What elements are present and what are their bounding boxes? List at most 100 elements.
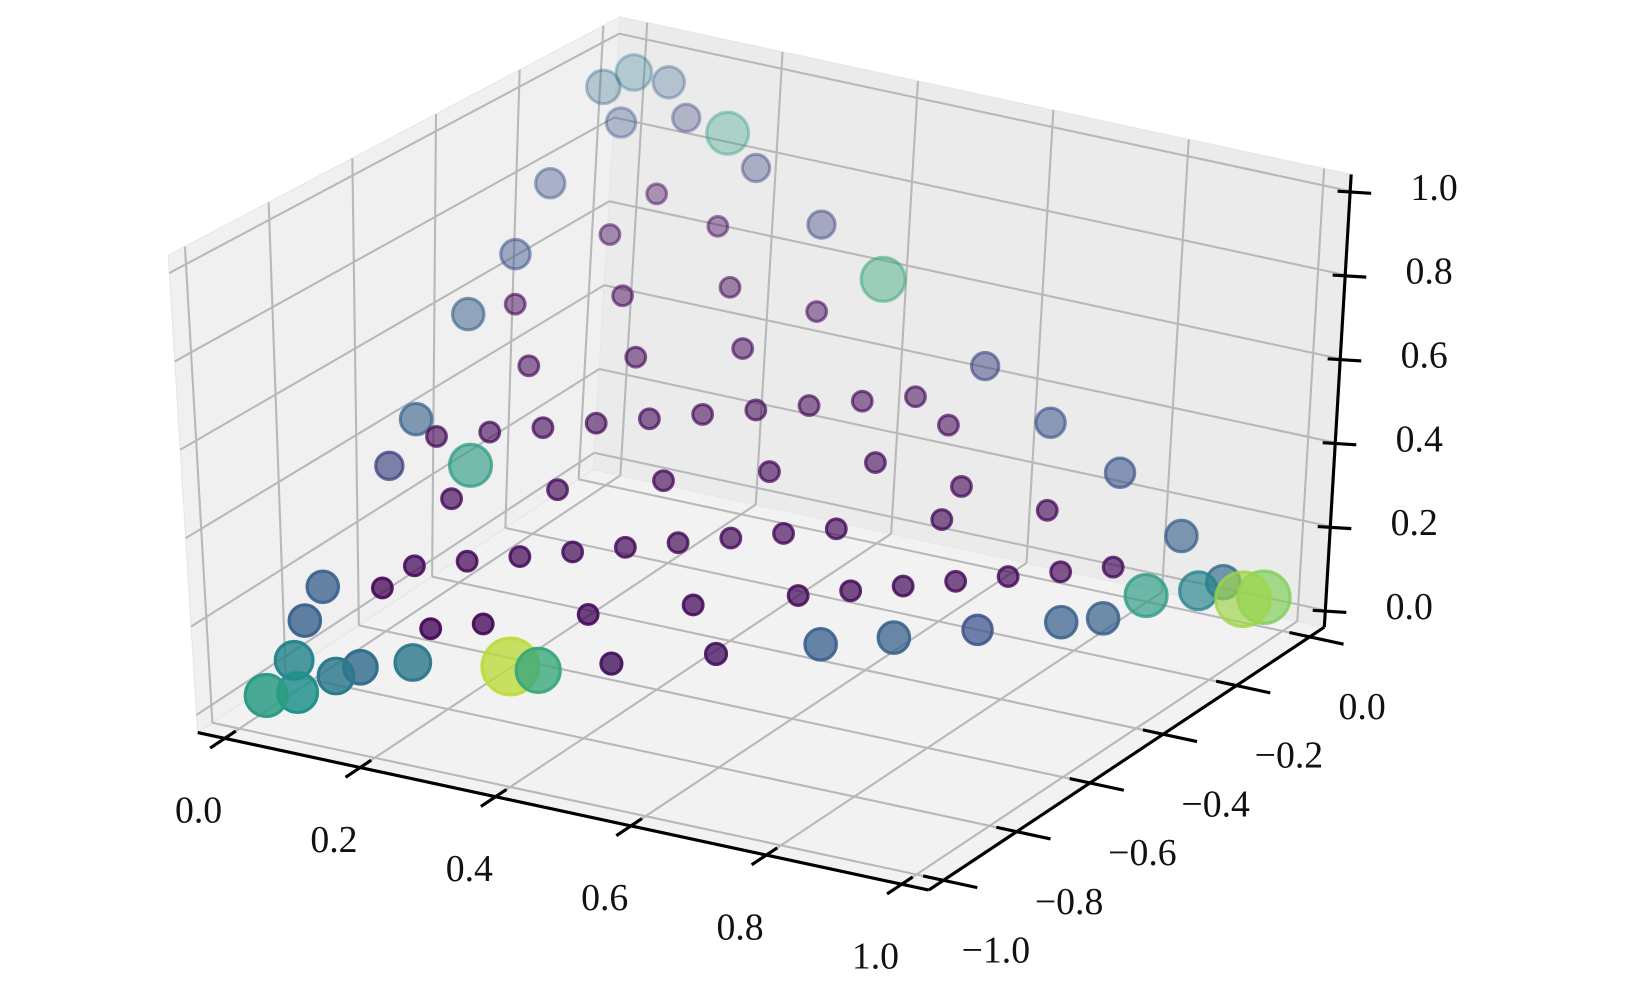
grid-line [431, 575, 1164, 736]
x-tick [615, 817, 643, 837]
z-tick-label: 0.8 [1406, 251, 1453, 293]
data-point [839, 579, 863, 603]
grid-line [1160, 139, 1190, 593]
data-point [243, 672, 289, 718]
grid-line [603, 284, 1336, 444]
points [243, 53, 1292, 718]
data-point [1034, 406, 1067, 439]
data-point [805, 300, 829, 323]
data-point [508, 545, 532, 569]
data-point [1177, 570, 1219, 612]
data-point [731, 337, 755, 360]
data-point [455, 549, 479, 573]
data-point [546, 478, 569, 502]
data-point [996, 565, 1020, 589]
data-point [598, 223, 622, 246]
data-point [876, 620, 912, 655]
y-tick [996, 825, 1051, 841]
data-point [786, 584, 810, 607]
grid-line [618, 32, 1351, 193]
data-point [1043, 604, 1079, 640]
grid-line [578, 478, 1310, 638]
data-point [744, 398, 768, 422]
data-point [611, 284, 635, 308]
grid-line [613, 116, 1346, 277]
x-tick-label: 0.2 [310, 819, 357, 861]
grid-line [285, 673, 1017, 833]
y-tick-label: −0.4 [1181, 783, 1250, 825]
grid-line [765, 591, 1163, 856]
y-tick-label: 0.0 [1339, 686, 1386, 728]
data-point [499, 237, 532, 271]
data-point [1103, 456, 1137, 490]
grid [168, 22, 1351, 886]
data-point [576, 602, 600, 626]
data-point [517, 354, 541, 378]
data-point [863, 451, 887, 474]
data-point [450, 296, 486, 332]
z-tick-label: 1.0 [1411, 167, 1458, 209]
data-point [719, 526, 743, 550]
data-point [604, 106, 638, 139]
grid-line [351, 158, 360, 626]
grid-line [619, 22, 649, 476]
data-point [514, 646, 562, 694]
data-point [1214, 570, 1272, 629]
data-point [850, 389, 874, 413]
grid-line [1025, 110, 1055, 563]
grid-line [431, 114, 438, 577]
grid-line [174, 116, 615, 363]
x-tick [750, 846, 779, 867]
z-tick-label: 0.0 [1386, 586, 1433, 628]
data-point [891, 574, 915, 598]
grid-line [179, 200, 610, 451]
grid-line [494, 532, 892, 798]
z-tick-label: 0.2 [1391, 502, 1438, 544]
data-point [806, 209, 837, 240]
x-axis-line [197, 730, 930, 892]
data-point [316, 656, 356, 696]
data-point [652, 469, 675, 493]
y-tick-label: −0.6 [1108, 832, 1177, 874]
data-point [374, 450, 405, 482]
data-point [440, 487, 464, 511]
data-point [706, 214, 730, 238]
y-tick [1289, 630, 1344, 646]
y-tick [1142, 728, 1198, 744]
grid-line [168, 32, 620, 274]
z-tick [1337, 189, 1372, 195]
data-point [614, 53, 654, 92]
data-point [624, 345, 648, 369]
data-point [681, 593, 705, 617]
data-point [961, 613, 994, 647]
data-point [758, 460, 781, 484]
x-tick-label: 0.6 [581, 877, 628, 919]
grid-line [608, 200, 1341, 360]
grid-line [577, 25, 605, 480]
data-point [950, 475, 973, 498]
x-tick-label: 1.0 [852, 935, 899, 977]
data-point [613, 535, 637, 559]
data-point [305, 569, 341, 605]
data-point [671, 102, 702, 134]
grid-line [890, 81, 920, 534]
data-point [859, 255, 907, 303]
grid-line [1296, 168, 1326, 622]
y-tick [1069, 777, 1125, 792]
grid-line [212, 721, 944, 882]
data-point [1035, 498, 1059, 522]
data-point [471, 612, 495, 636]
data-point [944, 569, 968, 593]
grid-line [754, 51, 784, 505]
data-point [691, 402, 715, 426]
data-point [584, 411, 608, 435]
data-point [1085, 601, 1121, 636]
data-point [772, 522, 796, 545]
x-tick [209, 729, 237, 750]
data-point [703, 641, 729, 667]
x-tick-label: 0.0 [175, 790, 222, 832]
data-point [666, 531, 690, 555]
y-tick [1215, 679, 1271, 695]
data-point [1049, 560, 1073, 584]
data-point [370, 576, 394, 600]
